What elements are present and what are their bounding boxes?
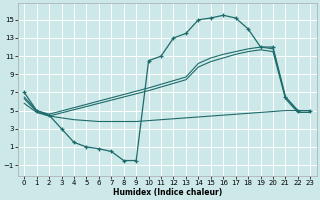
X-axis label: Humidex (Indice chaleur): Humidex (Indice chaleur) bbox=[113, 188, 222, 197]
